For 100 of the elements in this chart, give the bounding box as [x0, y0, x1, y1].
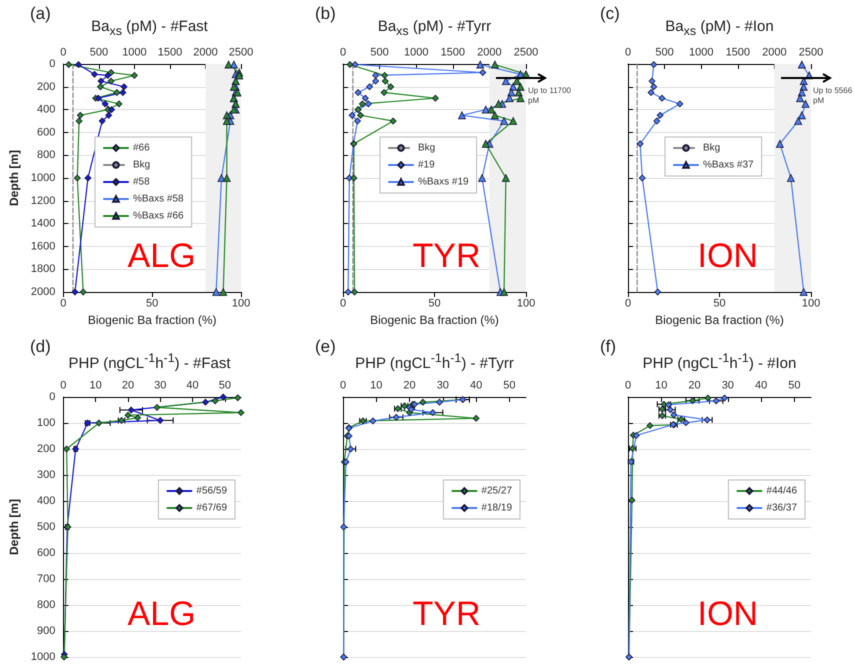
x2-tick-label: 1000 [404, 46, 428, 58]
x-axis-title: Biogenic Ba fraction (%) [370, 313, 499, 327]
x-tick-label: 100 [802, 298, 820, 310]
legend-label: #19 [418, 160, 436, 170]
legend-label: Bkg [418, 142, 436, 154]
legend-label: #58 [133, 176, 150, 188]
y-tick-label: 700 [37, 573, 56, 585]
y-tick-label: 0 [49, 58, 56, 70]
x-tick-label: 50 [713, 298, 726, 310]
x-tick-label: 30 [722, 380, 734, 392]
chart-title: PHP (ngCL$^{-1}$h$^{-1}$) - #Fast [67, 351, 232, 372]
y-tick-label: 2000 [30, 286, 56, 298]
chart-title: PHP (ngCL$^{-1}$h$^{-1}$) - #Tyrr [354, 351, 515, 372]
x2-tick-label: 0 [60, 46, 66, 58]
legend-label: #25/27 [481, 486, 512, 496]
text: Up to 5566 pM [813, 86, 854, 106]
chart-title: Ba$_{xs}$ (pM) - #Ion [664, 18, 775, 38]
annotation: ION [698, 237, 758, 276]
x2-tick-label: 500 [655, 46, 674, 58]
y-tick-label: 1000 [30, 172, 56, 184]
y-tick-label: 1800 [30, 263, 56, 276]
x2-tick-label: 1000 [688, 46, 714, 58]
x2-tick-label: 500 [370, 46, 389, 58]
x-tick-label: 30 [436, 380, 449, 392]
x-tick-label: 50 [218, 380, 231, 392]
legend-label: #18/19 [481, 502, 512, 514]
y-tick-label: 400 [37, 104, 56, 116]
x2-tick-label: 0 [340, 46, 346, 58]
x-tick-label: 50 [428, 298, 441, 310]
legend-label: #44/46 [766, 486, 798, 496]
x-tick-label: 20 [122, 380, 134, 392]
y-tick-label: 500 [37, 521, 56, 533]
x-tick-label: 20 [403, 380, 416, 392]
x2-tick-label: 1000 [122, 46, 147, 58]
legend-label: #56/59 [196, 486, 228, 496]
x-tick-label: 50 [146, 298, 158, 310]
y-tick-label: 600 [37, 126, 56, 138]
x2-tick-label: 1500 [726, 46, 750, 58]
x-tick-label: 50 [788, 380, 800, 392]
text: (d) [30, 337, 51, 357]
chart-title: PHP (ngCL$^{-1}$h$^{-1}$) - #Ion [642, 351, 798, 372]
y-tick-label: 1000 [30, 651, 56, 663]
text: Up to 11700 pM [528, 86, 572, 106]
legend-label: %Baxs #37 [703, 160, 754, 170]
x-tick-label: 30 [154, 380, 166, 392]
x2-tick-label: 2500 [798, 46, 824, 58]
x-tick-label: 10 [655, 380, 668, 392]
x-tick-label: 10 [90, 380, 102, 392]
x2-tick-label: 1500 [158, 46, 182, 58]
y-axis-title: Depth [m] [7, 150, 21, 206]
x-tick-label: 0 [60, 380, 66, 392]
x2-tick-label: 0 [624, 46, 632, 58]
x-tick-label: 40 [470, 380, 482, 392]
y-tick-label: 300 [37, 469, 56, 481]
text: (f) [600, 337, 616, 357]
x2-tick-label: 2000 [762, 46, 787, 58]
text: (a) [30, 4, 51, 24]
x-tick-label: 0 [624, 380, 632, 392]
legend-label: #36/37 [766, 502, 798, 514]
x-tick-label: 0 [340, 380, 346, 392]
y-tick-label: 900 [37, 625, 56, 637]
x-tick-label: 0 [60, 298, 66, 310]
x2-tick-label: 1500 [440, 46, 466, 58]
x-tick-label: 0 [340, 298, 346, 310]
annotation: ION [698, 594, 758, 634]
x-tick-label: 0 [624, 298, 632, 310]
x-tick-label: 40 [754, 380, 768, 392]
annotation: TYR [412, 237, 481, 276]
y-tick-label: 200 [37, 443, 56, 455]
x-tick-label: 20 [688, 380, 701, 392]
x-tick-label: 100 [232, 298, 250, 310]
x2-tick-label: 2000 [477, 46, 502, 58]
y-tick-label: 100 [37, 417, 56, 429]
chart-title: Ba$_{xs}$ (pM) - #Fast [90, 18, 209, 38]
annotation: TYR [412, 594, 481, 634]
legend-label: %Baxs #19 [418, 176, 470, 188]
y-tick-label: 200 [37, 80, 56, 93]
y-tick-label: 1600 [30, 240, 56, 252]
x2-tick-label: 2500 [228, 46, 254, 58]
y-axis-title: Depth [m] [7, 499, 21, 555]
x2-tick-label: 500 [90, 46, 108, 58]
y-tick-label: 800 [37, 599, 56, 611]
y-tick-label: 400 [37, 495, 56, 507]
annotation: ALG [128, 594, 196, 634]
chart-title: Ba$_{xs}$ (pM) - #Tyrr [376, 18, 492, 38]
x-tick-label: 50 [503, 380, 516, 392]
annotation: ALG [128, 237, 196, 276]
y-tick-label: 800 [37, 149, 56, 162]
legend-label: #67/69 [196, 502, 228, 514]
y-tick-label: 0 [49, 391, 56, 403]
legend-label: %Baxs #58 [133, 194, 184, 204]
x-axis-title: Biogenic Ba fraction (%) [88, 313, 217, 327]
text: (b) [315, 4, 336, 24]
y-tick-label: 1400 [30, 218, 56, 230]
x-tick-label: 10 [370, 380, 382, 392]
text: (c) [600, 4, 620, 24]
legend-label: Bkg [133, 160, 150, 170]
y-tick-label: 1200 [30, 194, 56, 207]
legend-label: Bkg [703, 142, 720, 154]
x2-tick-label: 2000 [193, 46, 218, 58]
